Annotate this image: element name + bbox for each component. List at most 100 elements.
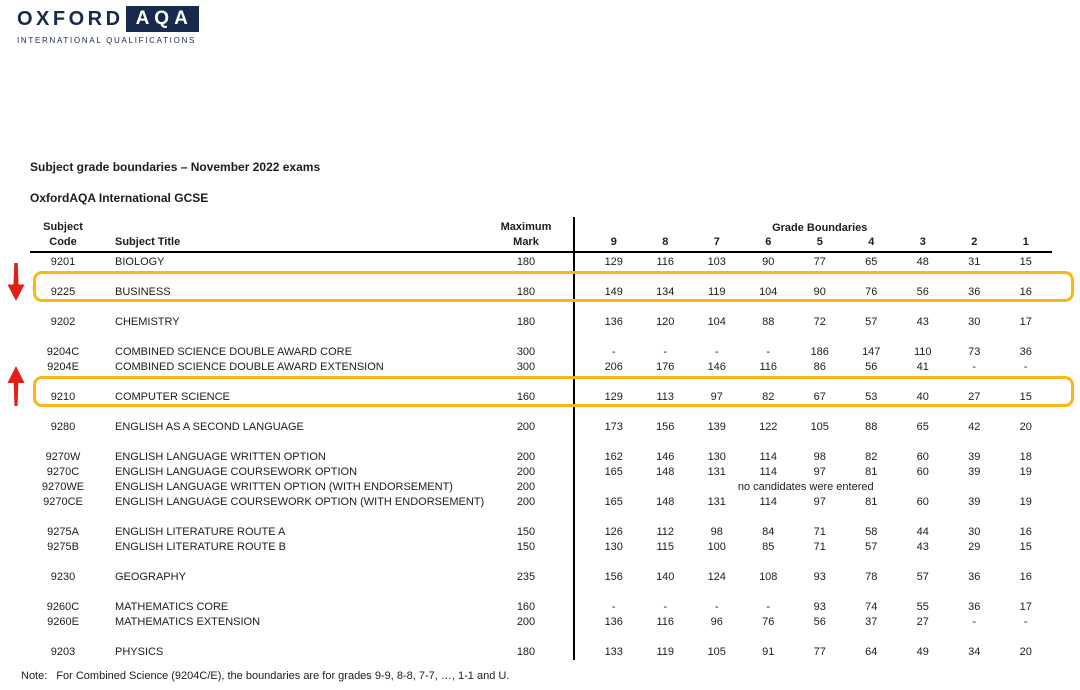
cell-grade-value: 156 [604,571,623,583]
cell-grade-value: 49 [916,646,929,658]
table-row: 9204C COMBINED SCIENCE DOUBLE AWARD CORE 3… [30,345,1052,360]
cell-grade-value: 133 [604,646,623,658]
cell-grade-value: 105 [707,646,726,658]
cell-grade-value: 57 [916,571,929,583]
cell-grade-value: 74 [865,601,878,613]
cell-maximum-mark: 300 [516,361,536,373]
cell-grade-value: 37 [865,616,878,628]
table-row: 9275A ENGLISH LITERATURE ROUTE A 150 126 112… [30,525,1052,540]
cell-grade-value: 147 [862,346,881,358]
cell-subject-title: MATHEMATICS CORE [115,601,229,613]
header-row-1: Subject Maximum Grade Boundaries [30,220,1052,235]
table-row: 9203 PHYSICS 180 133 119 105 91 77 64 49 34 20 [30,645,1052,660]
cell-grade-value: 93 [813,571,826,583]
cell-grade-value: 34 [968,646,981,658]
cell-grade-value: 90 [762,256,775,268]
cell-subject-title: ENGLISH LANGUAGE COURSEWORK OPTION (WITH… [115,496,485,508]
cell-maximum-mark: 150 [516,541,536,553]
subject-group: 9230 GEOGRAPHY 235 156 140 124 108 93 78 57 36 16 [30,570,1052,585]
header-grade-2: 2 [971,236,978,248]
cell-subject-title: COMPUTER SCIENCE [115,391,230,403]
red-arrow-up-icon [7,366,25,406]
cell-grade-value: 112 [656,526,675,538]
cell-maximum-mark: 200 [516,481,536,493]
cell-grade-value: - [611,601,616,613]
cell-grade-value: 67 [813,391,826,403]
cell-maximum-mark: 200 [516,421,536,433]
header-code: Code [49,236,77,248]
cell-grade-value: 17 [1019,316,1032,328]
logo-subtitle: INTERNATIONAL QUALIFICATIONS [17,36,197,45]
cell-grade-value: 130 [604,541,623,553]
table-row: 9260C MATHEMATICS CORE 160 - - - - 93 74 55 36 17 [30,600,1052,615]
row-spacer [30,585,1052,600]
subject-group: 9260C MATHEMATICS CORE 160- - - -93 74 55 36 17 92… [30,600,1052,630]
cell-subject-title: CHEMISTRY [115,316,180,328]
cell-subject-title: COMBINED SCIENCE DOUBLE AWARD EXTENSION [115,361,384,373]
table-row: 9210 COMPUTER SCIENCE 160 129 113 97 82 67 53 40 2… [30,390,1052,405]
subject-group: 9203 PHYSICS 180 133 119 105 91 77 64 49 34 20 [30,645,1052,660]
table-row: 9225 BUSINESS 180 149 134 119 104 90 76 56 36 16 [30,285,1052,300]
row-spacer [30,270,1052,285]
cell-maximum-mark: 160 [516,391,536,403]
row-spacer [30,300,1052,315]
cell-grade-value: 176 [656,361,675,373]
header-maximum: Maximum [500,221,552,233]
cell-grade-value: 131 [707,466,726,478]
cell-grade-value: 36 [968,601,981,613]
cell-grade-value: 19 [1019,466,1032,478]
subject-group: 9210 COMPUTER SCIENCE 160 129 113 97 82 67 53 40 2… [30,390,1052,405]
cell-grade-value: 65 [916,421,929,433]
row-spacer [30,630,1052,645]
cell-grade-value: 113 [656,391,675,403]
table-row: 9275B ENGLISH LITERATURE ROUTE B 150 130 115… [30,540,1052,555]
qualification-subtitle: OxfordAQA International GCSE [30,191,209,205]
cell-grade-value: 82 [865,451,878,463]
cell-grade-value: 97 [813,466,826,478]
cell-grade-value: 120 [656,316,675,328]
cell-grade-value: 18 [1019,451,1032,463]
cell-subject-title: BIOLOGY [115,256,165,268]
cell-grade-value: 30 [968,526,981,538]
cell-grade-value: 165 [604,496,623,508]
cell-grade-value: 29 [968,541,981,553]
header-subject-title: Subject Title [115,236,181,248]
cell-grade-value: 77 [813,646,826,658]
cell-maximum-mark: 200 [516,616,536,628]
cell-grade-value: - [611,346,616,358]
cell-grade-value: 114 [759,496,778,508]
cell-maximum-mark: 180 [516,256,536,268]
cell-grade-value: 39 [968,496,981,508]
cell-grade-value: 139 [707,421,726,433]
header-row-2: Code Subject Title Mark 9 8 7 6 5 4 3 2 … [30,235,1052,250]
cell-grade-value: 56 [916,286,929,298]
cell-grade-value: 41 [916,361,929,373]
cell-subject-title: ENGLISH LANGUAGE WRITTEN OPTION [115,451,326,463]
cell-grade-value: 81 [865,466,878,478]
subject-group: 9204C COMBINED SCIENCE DOUBLE AWARD CORE 3… [30,345,1052,375]
cell-subject-code: 9280 [50,421,76,433]
cell-grade-value: 148 [656,496,675,508]
cell-grade-value: 88 [865,421,878,433]
cell-grade-value: 85 [762,541,775,553]
cell-grade-value: 15 [1019,256,1032,268]
logo-aqa-badge: AQA [125,6,199,32]
cell-grade-value: 98 [813,451,826,463]
subject-group: 9202 CHEMISTRY 180 136 120 104 88 72 57 43 30 17 [30,315,1052,330]
cell-grade-value: - [1023,616,1028,628]
cell-grade-value: 60 [916,496,929,508]
row-spacer [30,375,1052,390]
subject-group: 9201 BIOLOGY 180 129 116 103 90 77 65 48 31 15 [30,255,1052,270]
cell-grade-value: 39 [968,451,981,463]
table-body: 9201 BIOLOGY 180 129 116 103 90 77 65 48 31 15 9225 B… [30,253,1052,660]
cell-grade-value: 131 [707,496,726,508]
cell-grade-value: 136 [604,316,623,328]
cell-grade-value: 36 [968,286,981,298]
row-spacer [30,405,1052,420]
cell-grade-value: 39 [968,466,981,478]
table-row: 9270CE ENGLISH LANGUAGE COURSEWORK OPTION… [30,495,1052,510]
footnote-label: Note: [21,670,48,682]
cell-grade-value: 77 [813,256,826,268]
cell-grade-value: 84 [762,526,775,538]
cell-subject-code: 9260C [46,601,80,613]
